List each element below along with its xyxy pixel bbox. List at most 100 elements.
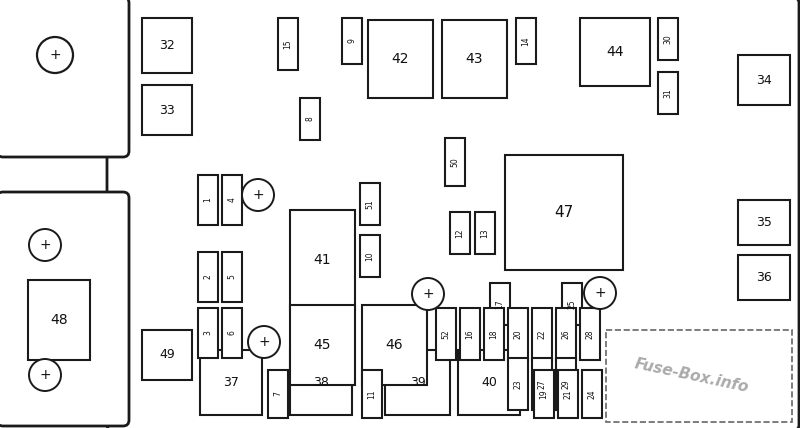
Text: 47: 47 <box>554 205 574 220</box>
Text: 32: 32 <box>159 39 175 52</box>
FancyBboxPatch shape <box>0 192 129 426</box>
Text: 33: 33 <box>159 104 175 116</box>
Bar <box>278 18 298 70</box>
Circle shape <box>242 179 274 211</box>
Bar <box>558 370 578 418</box>
Bar <box>290 350 352 415</box>
Text: 5: 5 <box>227 275 237 279</box>
Bar <box>534 370 554 418</box>
FancyBboxPatch shape <box>107 0 799 428</box>
Text: 12: 12 <box>455 228 465 238</box>
Text: 49: 49 <box>159 348 175 362</box>
Text: 41: 41 <box>314 253 331 267</box>
Text: 30: 30 <box>663 34 673 44</box>
Bar <box>290 210 355 310</box>
Text: 45: 45 <box>314 338 331 352</box>
Text: 8: 8 <box>306 116 314 122</box>
Text: 42: 42 <box>392 52 410 66</box>
Text: +: + <box>422 287 434 301</box>
Text: Fuse-Box.info: Fuse-Box.info <box>634 357 750 395</box>
Text: 22: 22 <box>538 329 546 339</box>
Bar <box>442 20 507 98</box>
FancyBboxPatch shape <box>0 0 129 157</box>
Text: 1: 1 <box>203 198 213 202</box>
Text: 13: 13 <box>481 228 490 238</box>
Bar <box>222 252 242 302</box>
Circle shape <box>248 326 280 358</box>
Text: 37: 37 <box>223 376 239 389</box>
Text: 38: 38 <box>313 376 329 389</box>
Circle shape <box>584 277 616 309</box>
Bar <box>458 350 520 415</box>
Bar <box>738 255 790 300</box>
Bar <box>450 212 470 254</box>
Bar <box>532 308 552 360</box>
Text: 3: 3 <box>203 330 213 336</box>
Text: 51: 51 <box>366 199 374 209</box>
Text: 9: 9 <box>347 39 357 43</box>
Bar <box>362 305 427 385</box>
Text: 20: 20 <box>514 329 522 339</box>
Text: 10: 10 <box>366 251 374 261</box>
Text: +: + <box>252 188 264 202</box>
Text: 39: 39 <box>410 376 426 389</box>
Bar <box>360 183 380 225</box>
Text: +: + <box>39 238 51 252</box>
Bar <box>445 138 465 186</box>
Bar <box>460 308 480 360</box>
Text: 36: 36 <box>756 271 772 284</box>
Text: 6: 6 <box>227 330 237 336</box>
Circle shape <box>37 37 73 73</box>
Bar <box>606 330 792 422</box>
Bar <box>360 235 380 277</box>
Bar <box>28 280 90 360</box>
Bar <box>490 283 510 325</box>
Bar <box>508 358 528 410</box>
Bar <box>516 18 536 64</box>
Bar <box>268 370 288 418</box>
Text: 11: 11 <box>367 389 377 399</box>
Text: 19: 19 <box>539 389 549 399</box>
Text: 43: 43 <box>466 52 483 66</box>
Bar <box>658 72 678 114</box>
Text: 7: 7 <box>274 392 282 396</box>
Bar <box>556 308 576 360</box>
Bar <box>290 305 355 385</box>
Text: 44: 44 <box>606 45 624 59</box>
Text: +: + <box>49 48 61 62</box>
Text: 21: 21 <box>563 389 573 399</box>
Text: 35: 35 <box>756 216 772 229</box>
Text: 16: 16 <box>466 329 474 339</box>
Text: 24: 24 <box>587 389 597 399</box>
Bar <box>300 98 320 140</box>
Bar <box>738 200 790 245</box>
Bar <box>580 18 650 86</box>
Bar <box>508 308 528 360</box>
Circle shape <box>412 278 444 310</box>
Text: 52: 52 <box>442 329 450 339</box>
Bar <box>142 85 192 135</box>
Bar <box>342 18 362 64</box>
Bar <box>475 212 495 254</box>
Bar <box>562 283 582 325</box>
Bar <box>222 175 242 225</box>
Bar <box>222 308 242 358</box>
Bar <box>198 308 218 358</box>
Text: 26: 26 <box>562 329 570 339</box>
Text: +: + <box>39 368 51 382</box>
Bar <box>368 20 433 98</box>
Bar <box>658 18 678 60</box>
Text: 17: 17 <box>495 299 505 309</box>
Text: 27: 27 <box>538 379 546 389</box>
Text: 23: 23 <box>514 379 522 389</box>
Text: 29: 29 <box>562 379 570 389</box>
Text: 18: 18 <box>490 329 498 339</box>
Bar <box>200 350 262 415</box>
Bar <box>580 308 600 360</box>
Text: 31: 31 <box>663 88 673 98</box>
Bar <box>484 308 504 360</box>
Bar <box>532 358 552 410</box>
Bar <box>436 308 456 360</box>
Text: 48: 48 <box>50 313 68 327</box>
Text: 34: 34 <box>756 74 772 86</box>
